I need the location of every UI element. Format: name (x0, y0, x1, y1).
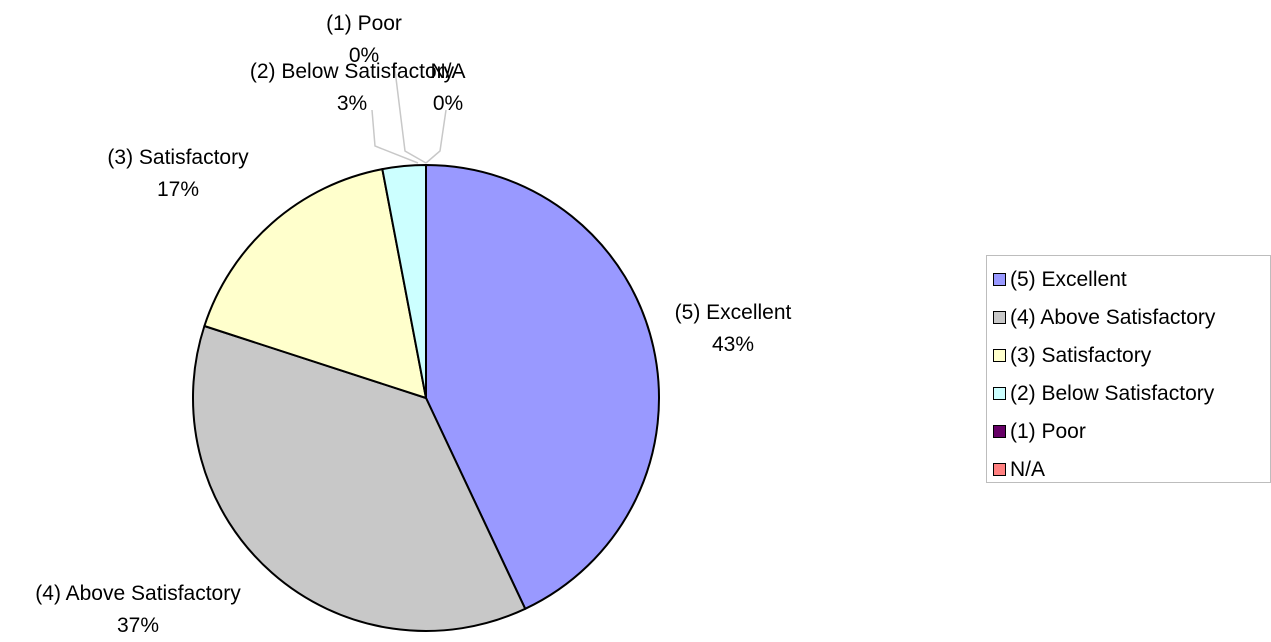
legend-label-3-satisfactory: (3) Satisfactory (1010, 343, 1152, 367)
slice-percent-1-poor: 0% (349, 44, 379, 67)
pie-slice-3-satisfactory (203, 168, 427, 399)
legend-label-4-above-satisfactory: (4) Above Satisfactory (1010, 305, 1216, 329)
slice-percent-3-satisfactory: 17% (157, 178, 199, 201)
leader-lines (371, 61, 447, 164)
legend-item-3-satisfactory: (3) Satisfactory (993, 336, 1270, 374)
pie-slices (192, 164, 660, 632)
legend-swatch-5-excellent (993, 272, 1006, 286)
leader-line-2-below-satisfactory (371, 109, 419, 164)
slice-percent-4-above-satisfactory: 37% (117, 614, 159, 637)
legend-swatch-n-a (993, 462, 1006, 476)
slice-label-5-excellent: (5) Excellent (675, 301, 792, 324)
slice-percent-n-a: 0% (433, 92, 463, 115)
legend-swatch-4-above-satisfactory (993, 310, 1006, 324)
legend-label-5-excellent: (5) Excellent (1010, 267, 1127, 291)
leader-line-1-poor (393, 61, 427, 164)
pie-slice-5-excellent (425, 164, 660, 610)
legend-swatch-2-below-satisfactory (993, 386, 1006, 400)
legend-label-n-a: N/A (1010, 457, 1046, 481)
legend-item-5-excellent: (5) Excellent (993, 260, 1270, 298)
legend-swatch-3-satisfactory (993, 348, 1006, 362)
slice-percent-2-below-satisfactory: 3% (337, 92, 367, 115)
legend-items: (5) Excellent (4) Above Satisfactory (3) S… (993, 260, 1270, 488)
slice-label-4-above-satisfactory: (4) Above Satisfactory (35, 582, 241, 605)
legend-item-4-above-satisfactory: (4) Above Satisfactory (993, 298, 1270, 336)
slice-label-2-below-satisfactory: (2) Below Satisfactory (250, 60, 455, 83)
leader-line-n-a (425, 109, 447, 164)
legend-swatch-1-poor (993, 424, 1006, 438)
slice-labels: (5) Excellent 43% (4) Above Satisfactory 37… (35, 12, 791, 637)
legend-label-2-below-satisfactory: (2) Below Satisfactory (1010, 381, 1215, 405)
legend-item-2-below-satisfactory: (2) Below Satisfactory (993, 374, 1270, 412)
pie-slice-4-above-satisfactory (192, 325, 527, 632)
legend-item-n-a: N/A (993, 450, 1270, 488)
legend-item-1-poor: (1) Poor (993, 412, 1270, 450)
legend: (5) Excellent (4) Above Satisfactory (3) S… (986, 255, 1271, 483)
slice-label-3-satisfactory: (3) Satisfactory (107, 146, 249, 169)
slice-label-1-poor: (1) Poor (326, 12, 402, 35)
slice-label-n-a: N/A (430, 60, 465, 83)
legend-label-1-poor: (1) Poor (1010, 419, 1086, 443)
slice-percent-5-excellent: 43% (712, 333, 754, 356)
